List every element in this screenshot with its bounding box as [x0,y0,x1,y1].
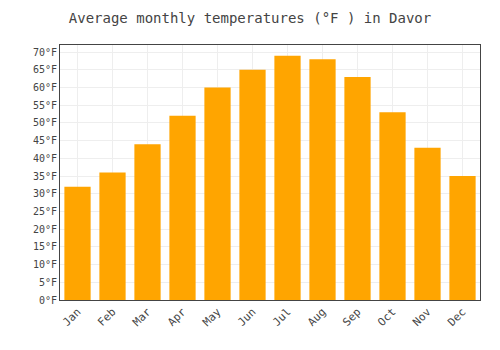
svg-text:25°F: 25°F [33,206,57,217]
svg-text:Apr: Apr [165,305,189,329]
svg-text:Oct: Oct [375,306,398,329]
svg-text:60°F: 60°F [33,82,57,93]
svg-text:Jul: Jul [270,306,293,329]
svg-text:30°F: 30°F [33,188,57,199]
svg-text:50°F: 50°F [33,117,57,128]
svg-text:65°F: 65°F [33,64,57,75]
svg-text:15°F: 15°F [33,241,57,252]
svg-text:Aug: Aug [305,306,328,329]
svg-text:May: May [200,305,224,329]
svg-text:55°F: 55°F [33,100,57,111]
svg-text:Jun: Jun [235,306,258,329]
svg-text:0°F: 0°F [39,295,57,306]
svg-text:35°F: 35°F [33,171,57,182]
svg-text:10°F: 10°F [33,259,57,270]
svg-text:20°F: 20°F [33,224,57,235]
svg-text:5°F: 5°F [39,277,57,288]
svg-text:Mar: Mar [130,305,154,329]
svg-text:Nov: Nov [410,305,434,329]
svg-text:45°F: 45°F [33,135,57,146]
svg-text:Sep: Sep [340,306,363,329]
svg-text:70°F: 70°F [33,47,57,58]
svg-text:Dec: Dec [445,306,468,329]
svg-text:Feb: Feb [95,306,118,329]
svg-text:Average monthly temperatures (: Average monthly temperatures (°F ) in Da… [69,10,431,26]
svg-text:40°F: 40°F [33,153,57,164]
svg-text:Jan: Jan [60,306,83,329]
